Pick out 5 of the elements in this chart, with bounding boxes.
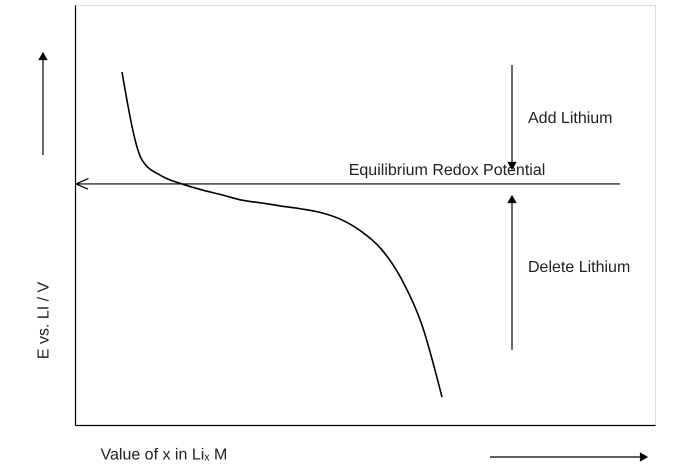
text: Add Lithium xyxy=(528,110,612,127)
text: Delete Lithium xyxy=(528,259,630,276)
ref-line-label: Equilibrium Redox Potential xyxy=(348,162,546,179)
x-axis-title: Value of x in Liₓ M xyxy=(100,446,228,464)
y-axis-title: E vs. LI / V xyxy=(36,281,52,360)
